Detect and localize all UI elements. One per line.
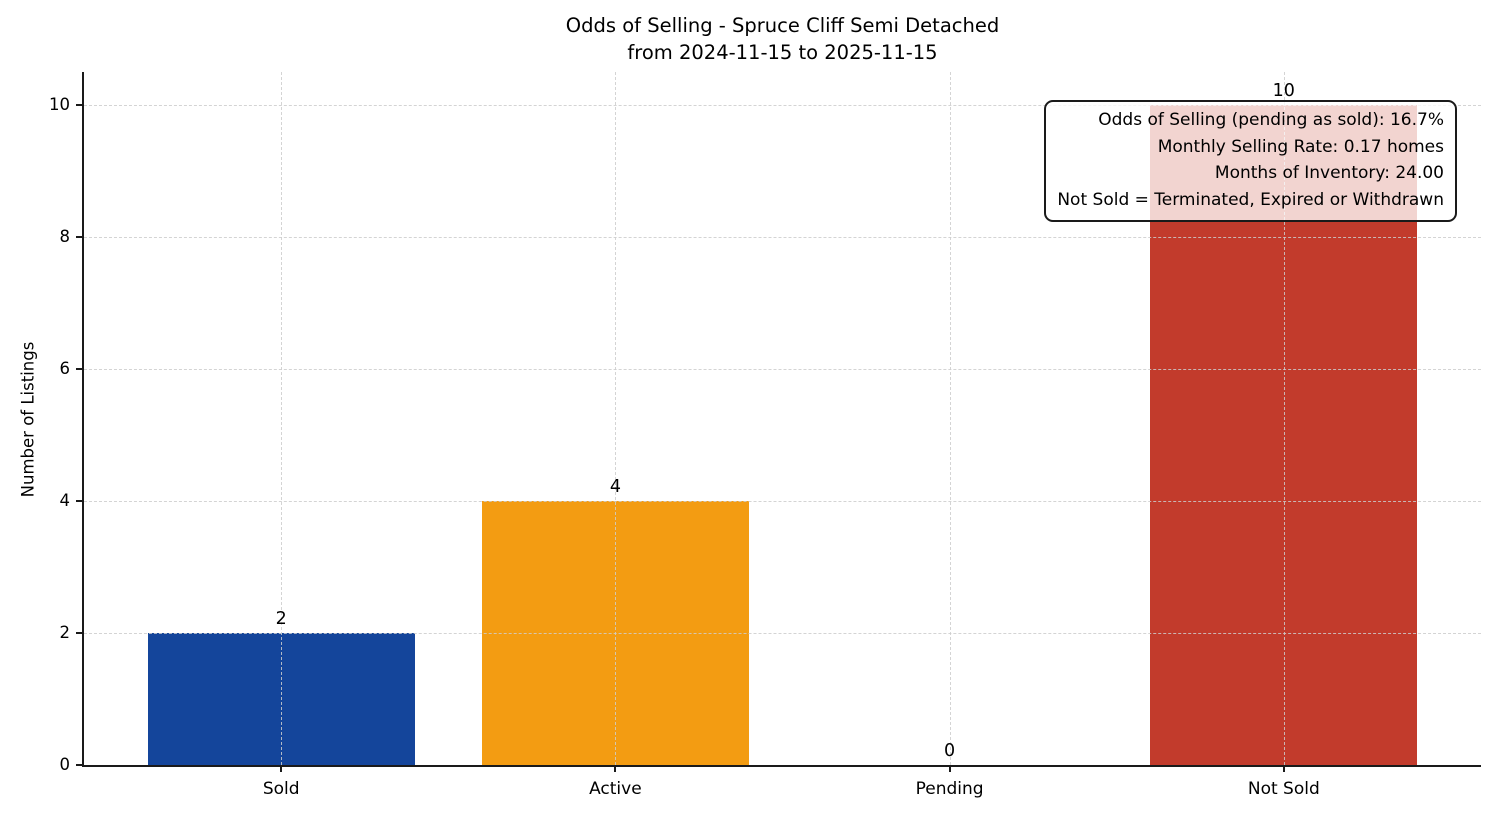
ytick-mark-8 [76, 236, 82, 238]
ytick-mark-6 [76, 368, 82, 370]
ytick-mark-10 [76, 104, 82, 106]
gridline-y-6 [84, 369, 1481, 370]
stats-annotation-box: Odds of Selling (pending as sold): 16.7%… [1044, 100, 1457, 222]
ytick-mark-4 [76, 500, 82, 502]
ytick-mark-2 [76, 632, 82, 634]
value-label-pending: 0 [944, 741, 956, 761]
gridline-x-active [615, 72, 617, 765]
xtick-label-sold: Sold [262, 779, 300, 799]
value-label-active: 4 [609, 477, 621, 497]
annotation-odds-of-selling: Odds of Selling (pending as sold): 16.7% [1098, 110, 1444, 130]
xtick-mark-pending [948, 765, 951, 772]
annotation-monthly-selling-rate: Monthly Selling Rate: 0.17 homes [1157, 136, 1444, 157]
gridline-x-sold [281, 72, 283, 765]
value-label-sold: 2 [275, 609, 287, 629]
gridline-x-pending [949, 72, 951, 765]
gridline-y-8 [84, 237, 1481, 238]
chart-title: Odds of Selling - Spruce Cliff Semi Deta… [84, 12, 1481, 66]
gridline-y-2 [84, 633, 1481, 634]
ytick-label-8: 8 [59, 227, 71, 246]
annotation-not-sold-definition: Not Sold = Terminated, Expired or Withdr… [1057, 189, 1444, 210]
ytick-label-4: 4 [59, 491, 71, 510]
x-axis-spine [82, 765, 1481, 767]
chart-title-line2: from 2024-11-15 to 2025-11-15 [627, 41, 938, 64]
gridline-y-4 [84, 501, 1481, 502]
ytick-label-0: 0 [59, 755, 71, 774]
ytick-label-6: 6 [59, 359, 71, 378]
ytick-label-2: 2 [59, 623, 71, 642]
xtick-mark-active [614, 765, 617, 772]
annotation-months-of-inventory: Months of Inventory: 24.00 [1214, 163, 1444, 183]
y-axis-label: Number of Listings [18, 341, 38, 498]
ytick-label-10: 10 [49, 95, 70, 114]
xtick-label-not-sold: Not Sold [1247, 779, 1320, 799]
value-label-not-sold: 10 [1272, 81, 1295, 101]
xtick-label-active: Active [589, 779, 642, 799]
y-axis-spine [82, 72, 84, 767]
xtick-mark-sold [280, 765, 283, 772]
ytick-mark-0 [76, 764, 82, 766]
gridline-y-10 [84, 105, 1481, 106]
gridline-x-not-sold [1283, 72, 1285, 765]
chart-title-line1: Odds of Selling - Spruce Cliff Semi Deta… [565, 14, 1000, 37]
xtick-label-pending: Pending [915, 779, 984, 799]
xtick-mark-not-sold [1282, 765, 1285, 772]
